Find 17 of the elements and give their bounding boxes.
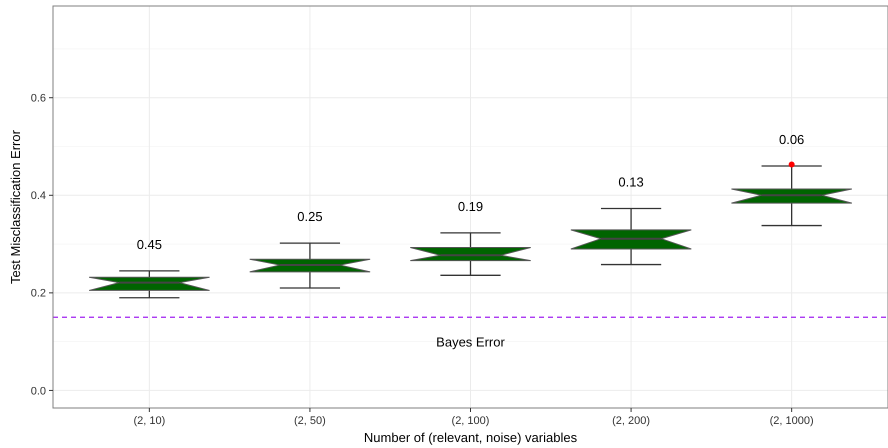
x-tick-label: (2, 10) [133,415,166,427]
y-tick-label: 0.2 [30,288,46,300]
y-tick-label: 0.0 [30,385,46,398]
y-tick-label: 0.4 [30,190,46,202]
ref-line-label: Bayes Error [436,334,506,350]
annotation: 0.13 [618,174,644,190]
y-axis-title: Test Misclassification Error [8,129,23,284]
x-tick-label: (2, 1000) [770,415,814,427]
y-tick-label: 0.6 [30,92,46,105]
x-tick-label: (2, 50) [294,415,326,427]
annotation: 0.06 [779,132,804,148]
annotation: 0.25 [297,209,323,224]
x-tick-label: (2, 200) [612,415,650,427]
annotation: 0.19 [458,198,484,214]
x-axis-title: Number of (relevant, noise) variables [364,430,578,445]
x-tick-label: (2, 100) [452,415,490,427]
annotation: 0.45 [136,236,162,252]
